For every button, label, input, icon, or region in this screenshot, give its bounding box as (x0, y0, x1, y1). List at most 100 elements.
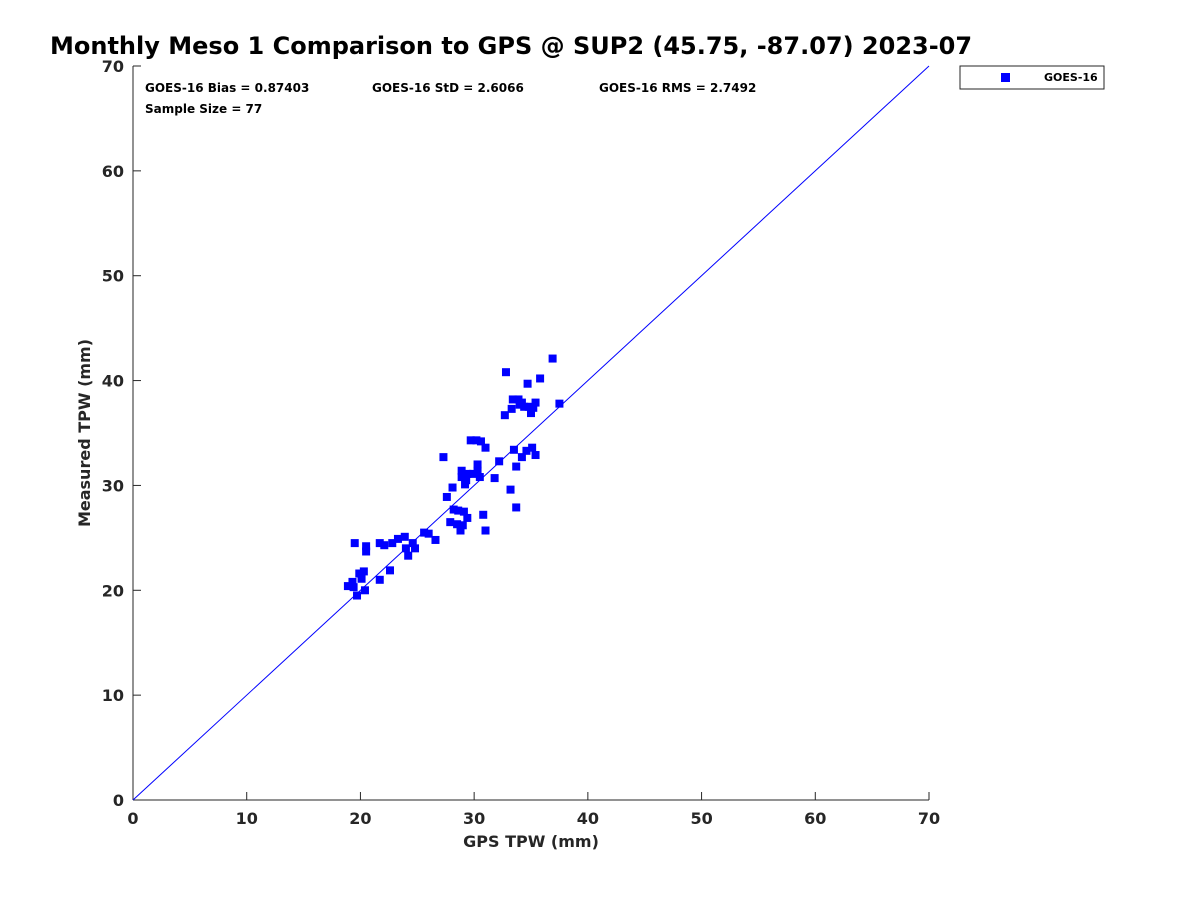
data-point (375, 539, 384, 548)
data-point (420, 528, 429, 537)
data-point (479, 510, 488, 519)
data-point (517, 398, 526, 407)
data-point (446, 518, 455, 527)
data-point (506, 485, 515, 494)
data-point (431, 535, 440, 544)
data-point (408, 539, 417, 548)
data-point (459, 507, 468, 516)
data-point (453, 520, 462, 529)
data-point (473, 460, 482, 469)
data-point (343, 582, 352, 591)
data-point (442, 492, 451, 501)
legend-label: GOES-16 (1044, 71, 1098, 84)
legend-marker-square (1001, 73, 1010, 82)
data-point (457, 473, 466, 482)
data-point (536, 374, 545, 383)
x-tick-label: 50 (690, 809, 712, 828)
data-point (357, 574, 366, 583)
data-point (523, 379, 532, 388)
data-point (473, 466, 482, 475)
data-point (404, 551, 413, 560)
stat-sample-size: Sample Size = 77 (145, 102, 262, 116)
data-point (548, 354, 557, 363)
data-point (517, 453, 526, 462)
data-point (520, 402, 529, 411)
data-point (362, 547, 371, 556)
tick-group: 0 10 20 30 40 50 60 70 0 10 20 30 40 50 60 70 (102, 57, 940, 828)
stat-std: GOES-16 StD = 2.6066 (372, 81, 524, 95)
data-point (348, 577, 357, 586)
data-point (355, 569, 364, 578)
data-point (458, 521, 467, 530)
data-point (393, 534, 402, 543)
data-point (512, 462, 521, 471)
y-tick-label: 30 (102, 476, 124, 495)
data-point (531, 451, 540, 460)
data-point (454, 506, 463, 515)
data-point (469, 469, 478, 478)
data-point (380, 541, 389, 550)
x-tick-label: 20 (349, 809, 371, 828)
x-tick-label: 40 (577, 809, 599, 828)
chart-title: Monthly Meso 1 Comparison to GPS @ SUP2 … (50, 32, 972, 60)
data-point (461, 480, 470, 489)
legend: GOES-16 (959, 65, 1105, 90)
x-tick-label: 70 (918, 809, 940, 828)
data-point (385, 566, 394, 575)
data-point (500, 411, 509, 420)
data-point (375, 575, 384, 584)
data-point (495, 457, 504, 466)
data-point (509, 445, 518, 454)
data-point (350, 539, 359, 548)
data-point (531, 398, 540, 407)
data-point (475, 473, 484, 482)
data-point (360, 586, 369, 595)
data-point (463, 469, 472, 478)
data-point (528, 443, 537, 452)
data-point (362, 542, 371, 551)
data-point (527, 409, 535, 418)
x-tick-label: 0 (127, 809, 138, 828)
stat-rms: GOES-16 RMS = 2.7492 (599, 81, 756, 95)
data-point (401, 544, 410, 553)
data-point (424, 529, 433, 538)
legend-box (959, 65, 1105, 90)
x-axis-label: GPS TPW (mm) (463, 832, 599, 851)
data-point (466, 436, 475, 445)
data-point (349, 583, 358, 592)
y-tick-label: 60 (102, 162, 124, 181)
data-point (512, 503, 521, 512)
data-points-group (343, 354, 564, 600)
one-to-one-line (132, 65, 930, 801)
y-tick-label: 40 (102, 372, 124, 391)
x-tick-label: 30 (463, 809, 485, 828)
data-point (555, 399, 564, 408)
data-point (472, 436, 481, 445)
x-tick-label: 60 (804, 809, 826, 828)
reference-line-group (132, 65, 930, 801)
y-tick-label: 0 (113, 791, 124, 810)
data-point (457, 466, 466, 475)
y-axis-label: Measured TPW (mm) (75, 339, 94, 527)
data-point (388, 539, 397, 548)
data-point (508, 395, 517, 404)
y-tick-label: 70 (102, 57, 124, 76)
data-point (448, 483, 457, 492)
data-point (522, 446, 531, 455)
x-tick-label: 10 (236, 809, 258, 828)
data-point (490, 474, 499, 483)
data-point (456, 526, 465, 535)
data-point (400, 532, 409, 541)
data-point (481, 526, 490, 535)
data-point (529, 403, 538, 412)
data-point (462, 476, 471, 485)
y-tick-label: 50 (102, 267, 124, 286)
data-point (481, 443, 490, 452)
data-point (463, 513, 472, 522)
data-point (501, 368, 510, 377)
stat-bias: GOES-16 Bias = 0.87403 (145, 81, 309, 95)
data-point (476, 437, 485, 446)
data-point (507, 404, 516, 413)
data-point (524, 402, 533, 411)
